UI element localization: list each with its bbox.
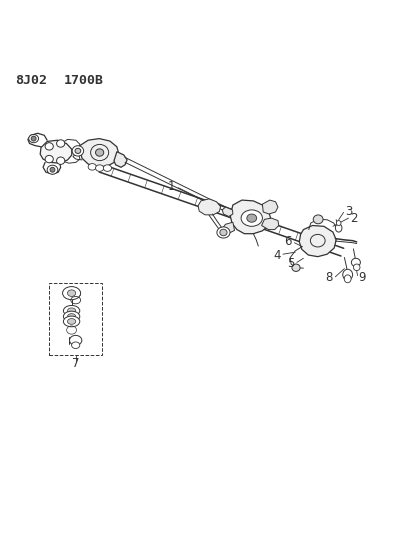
Ellipse shape: [47, 165, 58, 174]
Ellipse shape: [216, 227, 229, 238]
Polygon shape: [299, 225, 335, 257]
Ellipse shape: [67, 290, 76, 296]
Polygon shape: [262, 200, 277, 214]
Ellipse shape: [63, 287, 81, 300]
Ellipse shape: [291, 264, 299, 271]
Polygon shape: [222, 222, 234, 233]
Polygon shape: [198, 199, 220, 215]
Text: 9: 9: [357, 271, 365, 284]
Polygon shape: [222, 207, 232, 216]
Text: 6: 6: [284, 236, 291, 248]
Ellipse shape: [219, 229, 227, 236]
Bar: [49, 283, 102, 354]
Ellipse shape: [75, 148, 81, 154]
Ellipse shape: [67, 308, 76, 313]
Ellipse shape: [63, 311, 80, 322]
Ellipse shape: [29, 134, 38, 143]
Ellipse shape: [335, 224, 341, 232]
Text: 1: 1: [168, 181, 175, 193]
Ellipse shape: [70, 335, 82, 345]
Ellipse shape: [45, 143, 53, 150]
Polygon shape: [40, 140, 72, 163]
Text: 7: 7: [72, 357, 79, 370]
Ellipse shape: [50, 167, 55, 172]
Ellipse shape: [312, 215, 322, 224]
Ellipse shape: [67, 319, 76, 324]
Ellipse shape: [95, 165, 103, 172]
Text: 2: 2: [350, 212, 357, 224]
Ellipse shape: [63, 305, 80, 316]
Ellipse shape: [67, 313, 76, 319]
Ellipse shape: [335, 221, 340, 225]
Text: 8: 8: [325, 271, 332, 285]
Ellipse shape: [103, 165, 111, 172]
Ellipse shape: [353, 264, 359, 271]
Ellipse shape: [31, 136, 36, 141]
Polygon shape: [261, 218, 278, 230]
Polygon shape: [230, 200, 270, 233]
Text: 3: 3: [344, 205, 351, 218]
Text: 8J02: 8J02: [16, 74, 47, 87]
Ellipse shape: [56, 157, 65, 164]
Text: 1700B: 1700B: [63, 74, 103, 87]
Ellipse shape: [351, 259, 360, 266]
Text: 5: 5: [286, 257, 294, 270]
FancyBboxPatch shape: [62, 324, 81, 336]
Text: 4: 4: [273, 248, 280, 262]
Ellipse shape: [246, 214, 256, 222]
Ellipse shape: [56, 140, 65, 147]
Ellipse shape: [240, 210, 262, 227]
Ellipse shape: [88, 164, 96, 170]
Polygon shape: [114, 152, 127, 167]
Ellipse shape: [95, 149, 103, 156]
Ellipse shape: [72, 146, 83, 156]
Polygon shape: [80, 139, 119, 167]
Ellipse shape: [45, 156, 53, 163]
Ellipse shape: [72, 342, 80, 349]
Ellipse shape: [344, 275, 350, 282]
Ellipse shape: [342, 269, 352, 280]
Ellipse shape: [63, 316, 80, 327]
